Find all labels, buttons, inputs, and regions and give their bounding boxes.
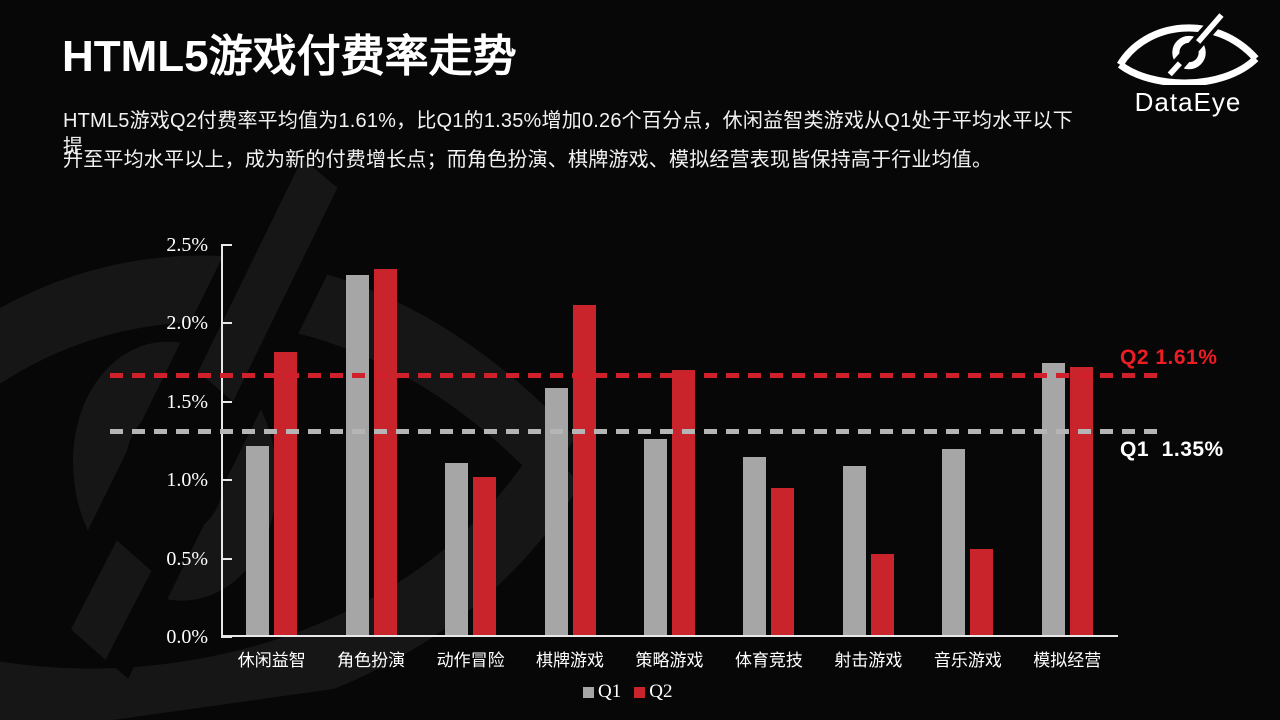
bar-q1-0 <box>246 445 270 637</box>
bar-q2-7 <box>970 549 994 637</box>
bar-q2-8 <box>1069 367 1093 637</box>
y-axis-tick-label: 1.0% <box>166 469 208 492</box>
category-label: 音乐游戏 <box>933 651 1002 670</box>
bar-q2-6 <box>870 553 894 637</box>
y-axis-tick-label: 0.0% <box>166 626 208 648</box>
bar-q1-1 <box>345 274 369 637</box>
category-label: 策略游戏 <box>635 651 704 670</box>
y-axis-tick-mark <box>223 557 232 560</box>
bar-q1-4 <box>644 439 667 637</box>
bar-q2-5 <box>771 488 795 637</box>
bar-q1-3 <box>544 387 568 637</box>
y-axis-tick-mark <box>223 244 232 246</box>
legend-item-q2: Q2 <box>634 681 673 702</box>
category-label: 角色扮演 <box>337 651 406 670</box>
category-label: 休闲益智 <box>237 651 306 670</box>
q1-average-label: Q1 1.35% <box>1120 437 1224 461</box>
bar-q2-2 <box>473 477 497 637</box>
category-label: 动作冒险 <box>436 651 505 670</box>
y-axis-tick-label: 2.0% <box>166 312 208 335</box>
y-axis-tick-mark <box>223 400 232 403</box>
dataeye-eye-icon <box>1117 12 1259 85</box>
bar-q1-5 <box>743 456 767 637</box>
legend-item-q1: Q1 <box>583 681 622 702</box>
category-label: 射击游戏 <box>834 651 903 670</box>
bar-q1-7 <box>942 448 966 637</box>
q2-average-label: Q2 1.61% <box>1120 346 1218 370</box>
x-axis-line <box>221 635 1118 637</box>
legend-label: Q2 <box>649 681 673 702</box>
y-axis-tick-label: 0.5% <box>166 547 208 570</box>
q1-average-line <box>110 429 1158 435</box>
y-axis-tick-label: 2.5% <box>166 234 208 256</box>
bar-q1-6 <box>842 466 866 637</box>
legend: Q1 Q2 <box>583 681 673 702</box>
bar-q1-8 <box>1041 362 1065 637</box>
bar-q2-4 <box>672 370 695 637</box>
legend-swatch-q2 <box>634 686 646 698</box>
bar-q2-1 <box>373 268 397 637</box>
y-axis-tick-label: 1.5% <box>166 390 208 413</box>
bar-q1-2 <box>445 462 469 637</box>
brand-wordmark: DataEye <box>1134 87 1242 117</box>
q2-average-line <box>110 372 1158 378</box>
legend-swatch-q1 <box>583 686 594 698</box>
page-title: HTML5游戏付费率走势 <box>62 32 517 81</box>
y-axis-line <box>221 244 223 638</box>
brand-logo: DataEye <box>1116 12 1260 118</box>
legend-label: Q1 <box>598 681 622 702</box>
bar-q2-3 <box>572 304 596 637</box>
category-label: 模拟经营 <box>1033 651 1102 670</box>
y-axis-tick-mark <box>223 322 232 325</box>
bar-q2-0 <box>274 351 298 637</box>
category-label: 体育竞技 <box>734 651 803 670</box>
y-axis-tick-mark <box>223 479 232 482</box>
description-line-2: 升至平均水平以上，成为新的付费增长点；而角色扮演、棋牌游戏、模拟经营表现皆保持高… <box>63 149 993 171</box>
category-label: 棋牌游戏 <box>536 651 605 670</box>
